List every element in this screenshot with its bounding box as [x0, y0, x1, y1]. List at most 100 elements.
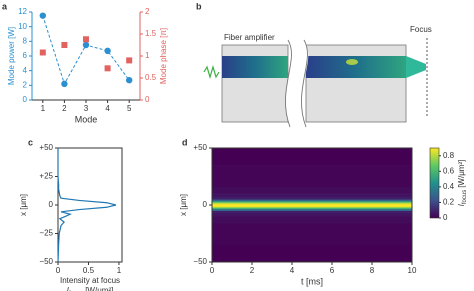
y-tick-label: 4 [23, 66, 28, 75]
x-axis-label: Mode [75, 114, 98, 124]
panel-label: c [28, 137, 33, 147]
heat-row [212, 216, 412, 224]
focus-label: Focus [410, 25, 432, 34]
y-tick-label: 6 [23, 51, 28, 60]
colorbar-tick-label: 0.4 [443, 182, 455, 191]
fiber-core [306, 56, 406, 78]
x-axis-label: t [ms] [301, 276, 323, 286]
point [39, 12, 46, 19]
x-tick-label: 1 [41, 104, 46, 113]
point [126, 57, 133, 64]
heat-row [212, 197, 412, 200]
x-tick-label: 2 [62, 104, 67, 113]
hotspot [346, 59, 358, 65]
label-symbol: I [457, 203, 466, 206]
label-symbol: I [67, 286, 70, 291]
series-line [42, 15, 130, 86]
point [104, 65, 111, 72]
y-tick-label: 0 [49, 200, 54, 209]
input-signal [203, 64, 220, 80]
fiber-label: Fiber amplifier [224, 33, 275, 42]
y-axis-label: Mode power [W] [7, 27, 16, 85]
y-tick-label: 2 [23, 80, 28, 89]
heat-row [212, 244, 412, 263]
focus-cone [406, 56, 426, 78]
label-unit: [W/μm²] [457, 160, 466, 188]
y-tick-label: +25 [39, 172, 53, 181]
heat-row [212, 205, 412, 208]
fiber-break-edge [285, 39, 308, 128]
fiber-break [285, 40, 309, 127]
x-tick-label: 6 [330, 266, 335, 275]
panel-label: b [196, 1, 202, 11]
heat-row [212, 165, 412, 188]
axis-label: Ifocus[W/μm²] [67, 286, 114, 291]
y-tick-label: 8 [23, 36, 28, 45]
y2-tick-label: 1 [145, 51, 150, 60]
colorbar-tick-label: 0.2 [443, 198, 455, 207]
y-axis-label: x [μm] [179, 194, 188, 216]
x-tick-label: 0.5 [83, 266, 95, 275]
heat-row [212, 193, 412, 198]
x-tick-label: 8 [370, 266, 375, 275]
point [104, 47, 111, 55]
heat-row [212, 206, 412, 209]
y-tick-label: 0 [203, 200, 208, 209]
panel-label: a [2, 1, 8, 11]
point [61, 80, 68, 88]
point [61, 42, 68, 48]
point [83, 36, 89, 43]
fiber-core [222, 56, 288, 78]
y-axis-label: x [μm] [19, 194, 28, 216]
y2-tick-label: 0.5 [145, 73, 157, 82]
y-tick-label: 10 [18, 22, 27, 31]
heat-row [212, 223, 412, 246]
x-tick-label: 0 [210, 266, 215, 275]
y-tick-label: 0 [23, 95, 28, 104]
axis-label: Ifocus [W/μm²] [457, 160, 467, 207]
colorbar-tick-label: 0 [443, 213, 448, 222]
point [39, 49, 46, 56]
heat-row [212, 199, 412, 202]
x-tick-label: 1 [117, 266, 122, 275]
heat-row [212, 204, 412, 206]
y-tick-label: +50 [39, 143, 53, 152]
x-axis-label: Intensity at focus [60, 276, 120, 285]
diagram: b Fiber amplifier Focus [196, 1, 432, 128]
x-tick-label: 4 [105, 104, 110, 113]
y-tick-label: +50 [193, 143, 207, 152]
heat-row [212, 148, 412, 166]
heat-row [212, 208, 412, 211]
y2-tick-label: 0 [145, 95, 150, 104]
y2-tick-label: 1.5 [145, 29, 157, 38]
x-tick-label: 2 [250, 266, 255, 275]
colorbar [429, 147, 440, 219]
y-tick-label: −25 [39, 229, 53, 238]
label-subscript: focus [462, 190, 468, 204]
y-tick-label: 12 [18, 7, 27, 16]
heat-row [212, 207, 412, 210]
heat-row [212, 203, 412, 205]
y2-tick-label: 2 [145, 7, 150, 16]
label-unit: [W/μm²] [85, 286, 113, 291]
y2-axis-label: Mode phase [π] [159, 28, 168, 84]
x-tick-label: 4 [290, 266, 295, 275]
heat-row [212, 201, 412, 203]
point [126, 77, 133, 84]
panel-label: d [182, 137, 188, 147]
heat-row [212, 210, 412, 214]
y-tick-label: −50 [39, 257, 53, 266]
y-tick-label: −50 [193, 257, 207, 266]
colorbar-tick-label: 0.6 [443, 166, 455, 175]
x-tick-label: 10 [408, 266, 417, 275]
heat-row [212, 202, 412, 204]
x-tick-label: 3 [84, 104, 89, 113]
heat-row [212, 186, 412, 194]
x-tick-label: 0 [56, 266, 61, 275]
heat-row [212, 212, 412, 217]
intensity-line [57, 148, 117, 263]
plot-frame [57, 147, 123, 263]
point [82, 41, 90, 49]
colorbar-tick-label: 0.8 [443, 151, 455, 160]
